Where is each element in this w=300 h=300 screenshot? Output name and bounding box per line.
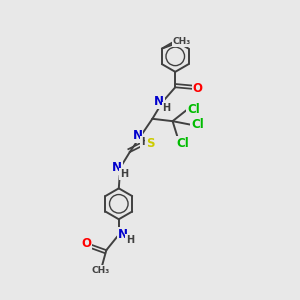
Text: Cl: Cl bbox=[176, 137, 189, 150]
Text: H: H bbox=[120, 169, 128, 179]
Text: H: H bbox=[141, 137, 149, 147]
Text: H: H bbox=[163, 103, 171, 113]
Text: N: N bbox=[154, 95, 164, 108]
Text: Cl: Cl bbox=[187, 103, 200, 116]
Text: N: N bbox=[112, 161, 122, 174]
Text: CH₃: CH₃ bbox=[172, 37, 190, 46]
Text: CH₃: CH₃ bbox=[91, 266, 110, 274]
Text: Cl: Cl bbox=[191, 118, 204, 131]
Text: N: N bbox=[133, 129, 142, 142]
Text: N: N bbox=[118, 228, 128, 241]
Text: O: O bbox=[81, 237, 91, 250]
Text: H: H bbox=[126, 235, 134, 245]
Text: S: S bbox=[146, 137, 154, 150]
Text: O: O bbox=[193, 82, 202, 95]
